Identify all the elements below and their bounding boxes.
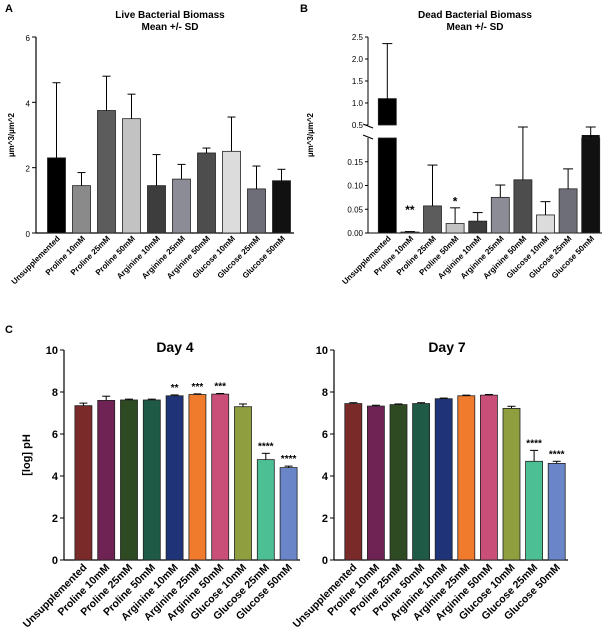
bar <box>272 180 291 234</box>
x-tick-label: Arginine 50mM <box>165 234 212 281</box>
significance-label: **** <box>258 441 274 452</box>
significance-label: ** <box>171 383 179 394</box>
y-tick-label: 6 <box>26 34 31 43</box>
bar <box>222 150 241 234</box>
bar <box>389 404 408 561</box>
y-tick-label: 10 <box>46 345 58 357</box>
y-tick-label: 4 <box>26 99 31 108</box>
bar <box>377 137 397 234</box>
bar <box>490 196 510 234</box>
y-tick-label: 0.05 <box>347 205 363 214</box>
y-axis-label: µm^3/µm^2 <box>306 113 315 157</box>
bar <box>434 398 453 561</box>
bar <box>74 405 93 561</box>
y-tick-label: 2 <box>26 165 31 174</box>
bar <box>165 395 184 561</box>
y-tick-label: 0.15 <box>347 158 363 167</box>
bar <box>479 394 498 561</box>
y-tick-label: 6 <box>322 429 328 441</box>
y-tick-label: 0.00 <box>347 229 363 238</box>
bar <box>188 394 207 561</box>
bar <box>97 110 116 234</box>
bar <box>247 188 266 234</box>
y-tick-label: 2 <box>322 513 328 525</box>
bar <box>513 179 533 234</box>
significance-label: *** <box>192 382 204 393</box>
x-tick-label: Arginine 10mM <box>115 234 162 281</box>
bar <box>97 399 116 561</box>
y-tick-label: 0.5 <box>352 121 364 130</box>
bar <box>423 205 442 234</box>
y-tick-label: 8 <box>52 387 58 399</box>
chart-subtitle: Mean +/- SD <box>142 22 199 33</box>
bar <box>412 403 431 561</box>
y-tick-label: 4 <box>322 471 329 483</box>
bar <box>445 223 465 234</box>
y-axis-label: µm^3/µm^2 <box>7 113 16 157</box>
panel-letter: A <box>5 3 13 15</box>
chart-title: Day 4 <box>156 339 194 355</box>
significance-label: * <box>453 195 458 209</box>
chart-title: Live Bacterial Biomass <box>115 10 225 21</box>
bar <box>344 403 363 561</box>
bar <box>377 98 397 126</box>
axis-break-mark <box>362 123 374 129</box>
significance-label: ** <box>405 203 415 217</box>
bar <box>142 399 161 561</box>
chart-title: Day 7 <box>428 339 466 355</box>
bar <box>47 157 66 234</box>
bar <box>147 185 166 234</box>
bar <box>256 459 275 561</box>
bar <box>197 152 216 234</box>
y-tick-label: 0.10 <box>347 182 363 191</box>
y-tick-label: 10 <box>316 345 328 357</box>
panel-letter: C <box>5 324 13 336</box>
significance-label: **** <box>526 438 542 449</box>
y-tick-label: 0 <box>322 555 328 567</box>
y-tick-label: 1.5 <box>352 77 364 86</box>
y-tick-label: 4 <box>52 471 59 483</box>
y-tick-label: 0 <box>26 230 31 239</box>
y-tick-label: 6 <box>52 429 58 441</box>
y-axis-label: [log] pH <box>21 434 33 476</box>
bar <box>122 118 141 234</box>
significance-label: *** <box>214 381 226 392</box>
bar <box>211 393 230 561</box>
bar <box>279 467 298 561</box>
bar <box>366 405 385 561</box>
y-tick-label: 8 <box>322 387 328 399</box>
bar <box>72 185 91 234</box>
panel-letter: B <box>300 3 308 15</box>
chart-subtitle: Mean +/- SD <box>447 22 504 33</box>
bar <box>234 406 252 561</box>
significance-label: **** <box>281 454 297 465</box>
y-tick-label: 1.0 <box>352 99 364 108</box>
bar <box>581 137 601 234</box>
bar <box>502 407 521 561</box>
bar <box>558 188 578 234</box>
bar <box>468 220 488 234</box>
chart-title: Dead Bacterial Biomass <box>418 10 532 21</box>
y-tick-label: 2.5 <box>352 33 364 42</box>
y-tick-label: 2 <box>52 513 58 525</box>
y-tick-label: 2.0 <box>352 55 364 64</box>
bar <box>547 462 566 561</box>
bar <box>525 460 543 561</box>
x-tick-label: Arginine 25mM <box>140 234 187 281</box>
significance-label: **** <box>549 449 565 460</box>
bar <box>400 231 420 234</box>
bar <box>536 214 555 234</box>
bar <box>120 399 138 561</box>
bar <box>172 178 191 234</box>
y-tick-label: 0 <box>52 555 58 567</box>
bar <box>457 395 476 561</box>
axis-break-mark <box>362 134 374 140</box>
